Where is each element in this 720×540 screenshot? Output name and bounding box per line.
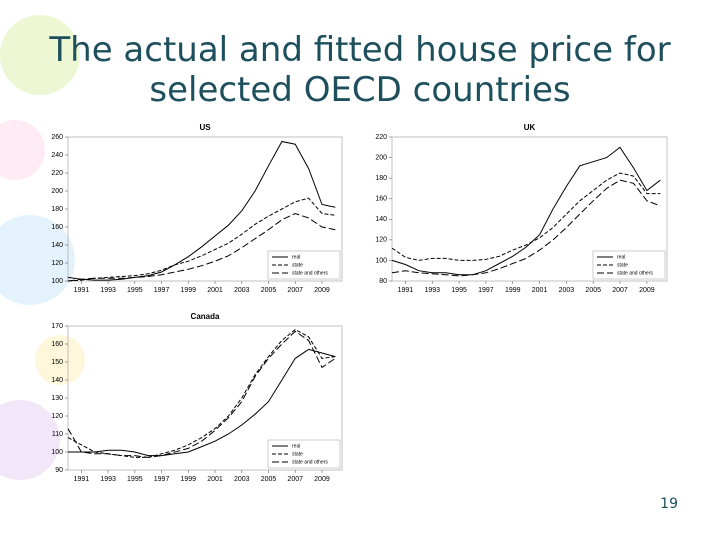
- y-tick-label: 90: [55, 467, 63, 474]
- x-tick-label: 1999: [505, 287, 521, 294]
- x-tick-label: 1991: [74, 287, 90, 294]
- x-tick-label: 2007: [612, 287, 628, 294]
- y-tick-label: 100: [375, 257, 387, 264]
- balloon: [0, 215, 75, 305]
- y-tick-label: 120: [375, 237, 387, 244]
- y-tick-label: 110: [52, 431, 63, 438]
- x-tick-label: 1995: [451, 287, 467, 294]
- y-tick-label: 220: [51, 170, 63, 177]
- x-tick-label: 2001: [207, 476, 223, 483]
- y-tick-label: 220: [375, 134, 387, 141]
- x-tick-label: 2005: [585, 287, 601, 294]
- x-tick-label: 2003: [559, 287, 575, 294]
- x-tick-label: 1993: [100, 287, 116, 294]
- y-tick-label: 170: [51, 323, 63, 330]
- x-tick-label: 2001: [207, 287, 223, 294]
- x-tick-label: 1991: [398, 287, 414, 294]
- x-tick-label: 1997: [154, 287, 170, 294]
- legend-label: state: [617, 262, 628, 268]
- chart-title: Canada: [191, 312, 220, 321]
- legend-label: state: [292, 451, 303, 457]
- series-line: [67, 329, 336, 458]
- series-line: [67, 197, 336, 282]
- series-line: [67, 140, 336, 281]
- x-tick-label: 1991: [74, 476, 90, 483]
- x-tick-label: 1993: [100, 476, 116, 483]
- x-tick-label: 2007: [287, 287, 303, 294]
- x-tick-label: 2009: [314, 476, 330, 483]
- x-tick-label: 2003: [234, 476, 250, 483]
- y-tick-label: 120: [51, 413, 63, 420]
- y-tick-label: 180: [51, 206, 63, 213]
- x-tick-label: 2005: [261, 476, 277, 483]
- balloon: [0, 15, 80, 95]
- series-line: [391, 172, 661, 261]
- balloon: [35, 335, 85, 385]
- y-tick-label: 240: [51, 152, 63, 159]
- x-tick-label: 1999: [181, 476, 197, 483]
- x-tick-label: 2009: [314, 287, 330, 294]
- legend-label: state: [292, 262, 303, 268]
- y-tick-label: 80: [379, 278, 387, 285]
- legend-label: state and others: [617, 270, 653, 276]
- x-tick-label: 2001: [532, 287, 548, 294]
- x-tick-label: 1997: [154, 476, 170, 483]
- y-tick-label: 100: [51, 449, 63, 456]
- y-tick-label: 100: [51, 278, 63, 285]
- plot-frame: [391, 136, 668, 282]
- balloon: [0, 400, 60, 480]
- y-tick-label: 120: [51, 260, 63, 267]
- x-tick-label: 1995: [127, 287, 143, 294]
- y-tick-label: 140: [51, 242, 63, 249]
- y-tick-label: 160: [375, 196, 387, 203]
- x-tick-label: 1995: [127, 476, 143, 483]
- y-tick-label: 260: [51, 134, 63, 141]
- y-tick-label: 160: [51, 224, 63, 231]
- slide-title: The actual and fitted house price for se…: [49, 30, 671, 110]
- y-tick-label: 200: [51, 188, 63, 195]
- y-tick-label: 160: [51, 341, 63, 348]
- x-tick-label: 2009: [639, 287, 655, 294]
- legend-label: real: [617, 254, 625, 260]
- y-tick-label: 200: [375, 154, 387, 161]
- x-tick-label: 2005: [261, 287, 277, 294]
- series-line: [68, 348, 336, 457]
- y-tick-label: 180: [375, 175, 387, 182]
- y-tick-label: 150: [51, 359, 63, 366]
- chart-title: UK: [524, 123, 536, 132]
- y-tick-label: 140: [51, 377, 63, 384]
- x-tick-label: 2003: [234, 287, 250, 294]
- y-tick-label: 140: [375, 216, 387, 223]
- x-tick-label: 2007: [287, 476, 303, 483]
- balloon: [0, 120, 45, 180]
- series-line: [391, 146, 661, 276]
- series-line: [391, 179, 661, 277]
- page-number: 19: [660, 496, 678, 512]
- legend-label: real: [292, 443, 300, 449]
- x-tick-label: 1999: [181, 287, 197, 294]
- chart-title: US: [199, 123, 211, 132]
- legend-label: state and others: [292, 270, 328, 276]
- legend-label: real: [292, 254, 300, 260]
- series-line: [67, 330, 336, 458]
- series-line: [67, 212, 336, 282]
- x-tick-label: 1997: [478, 287, 494, 294]
- x-tick-label: 1993: [424, 287, 440, 294]
- y-tick-label: 130: [51, 395, 63, 402]
- legend-label: state and others: [292, 459, 328, 465]
